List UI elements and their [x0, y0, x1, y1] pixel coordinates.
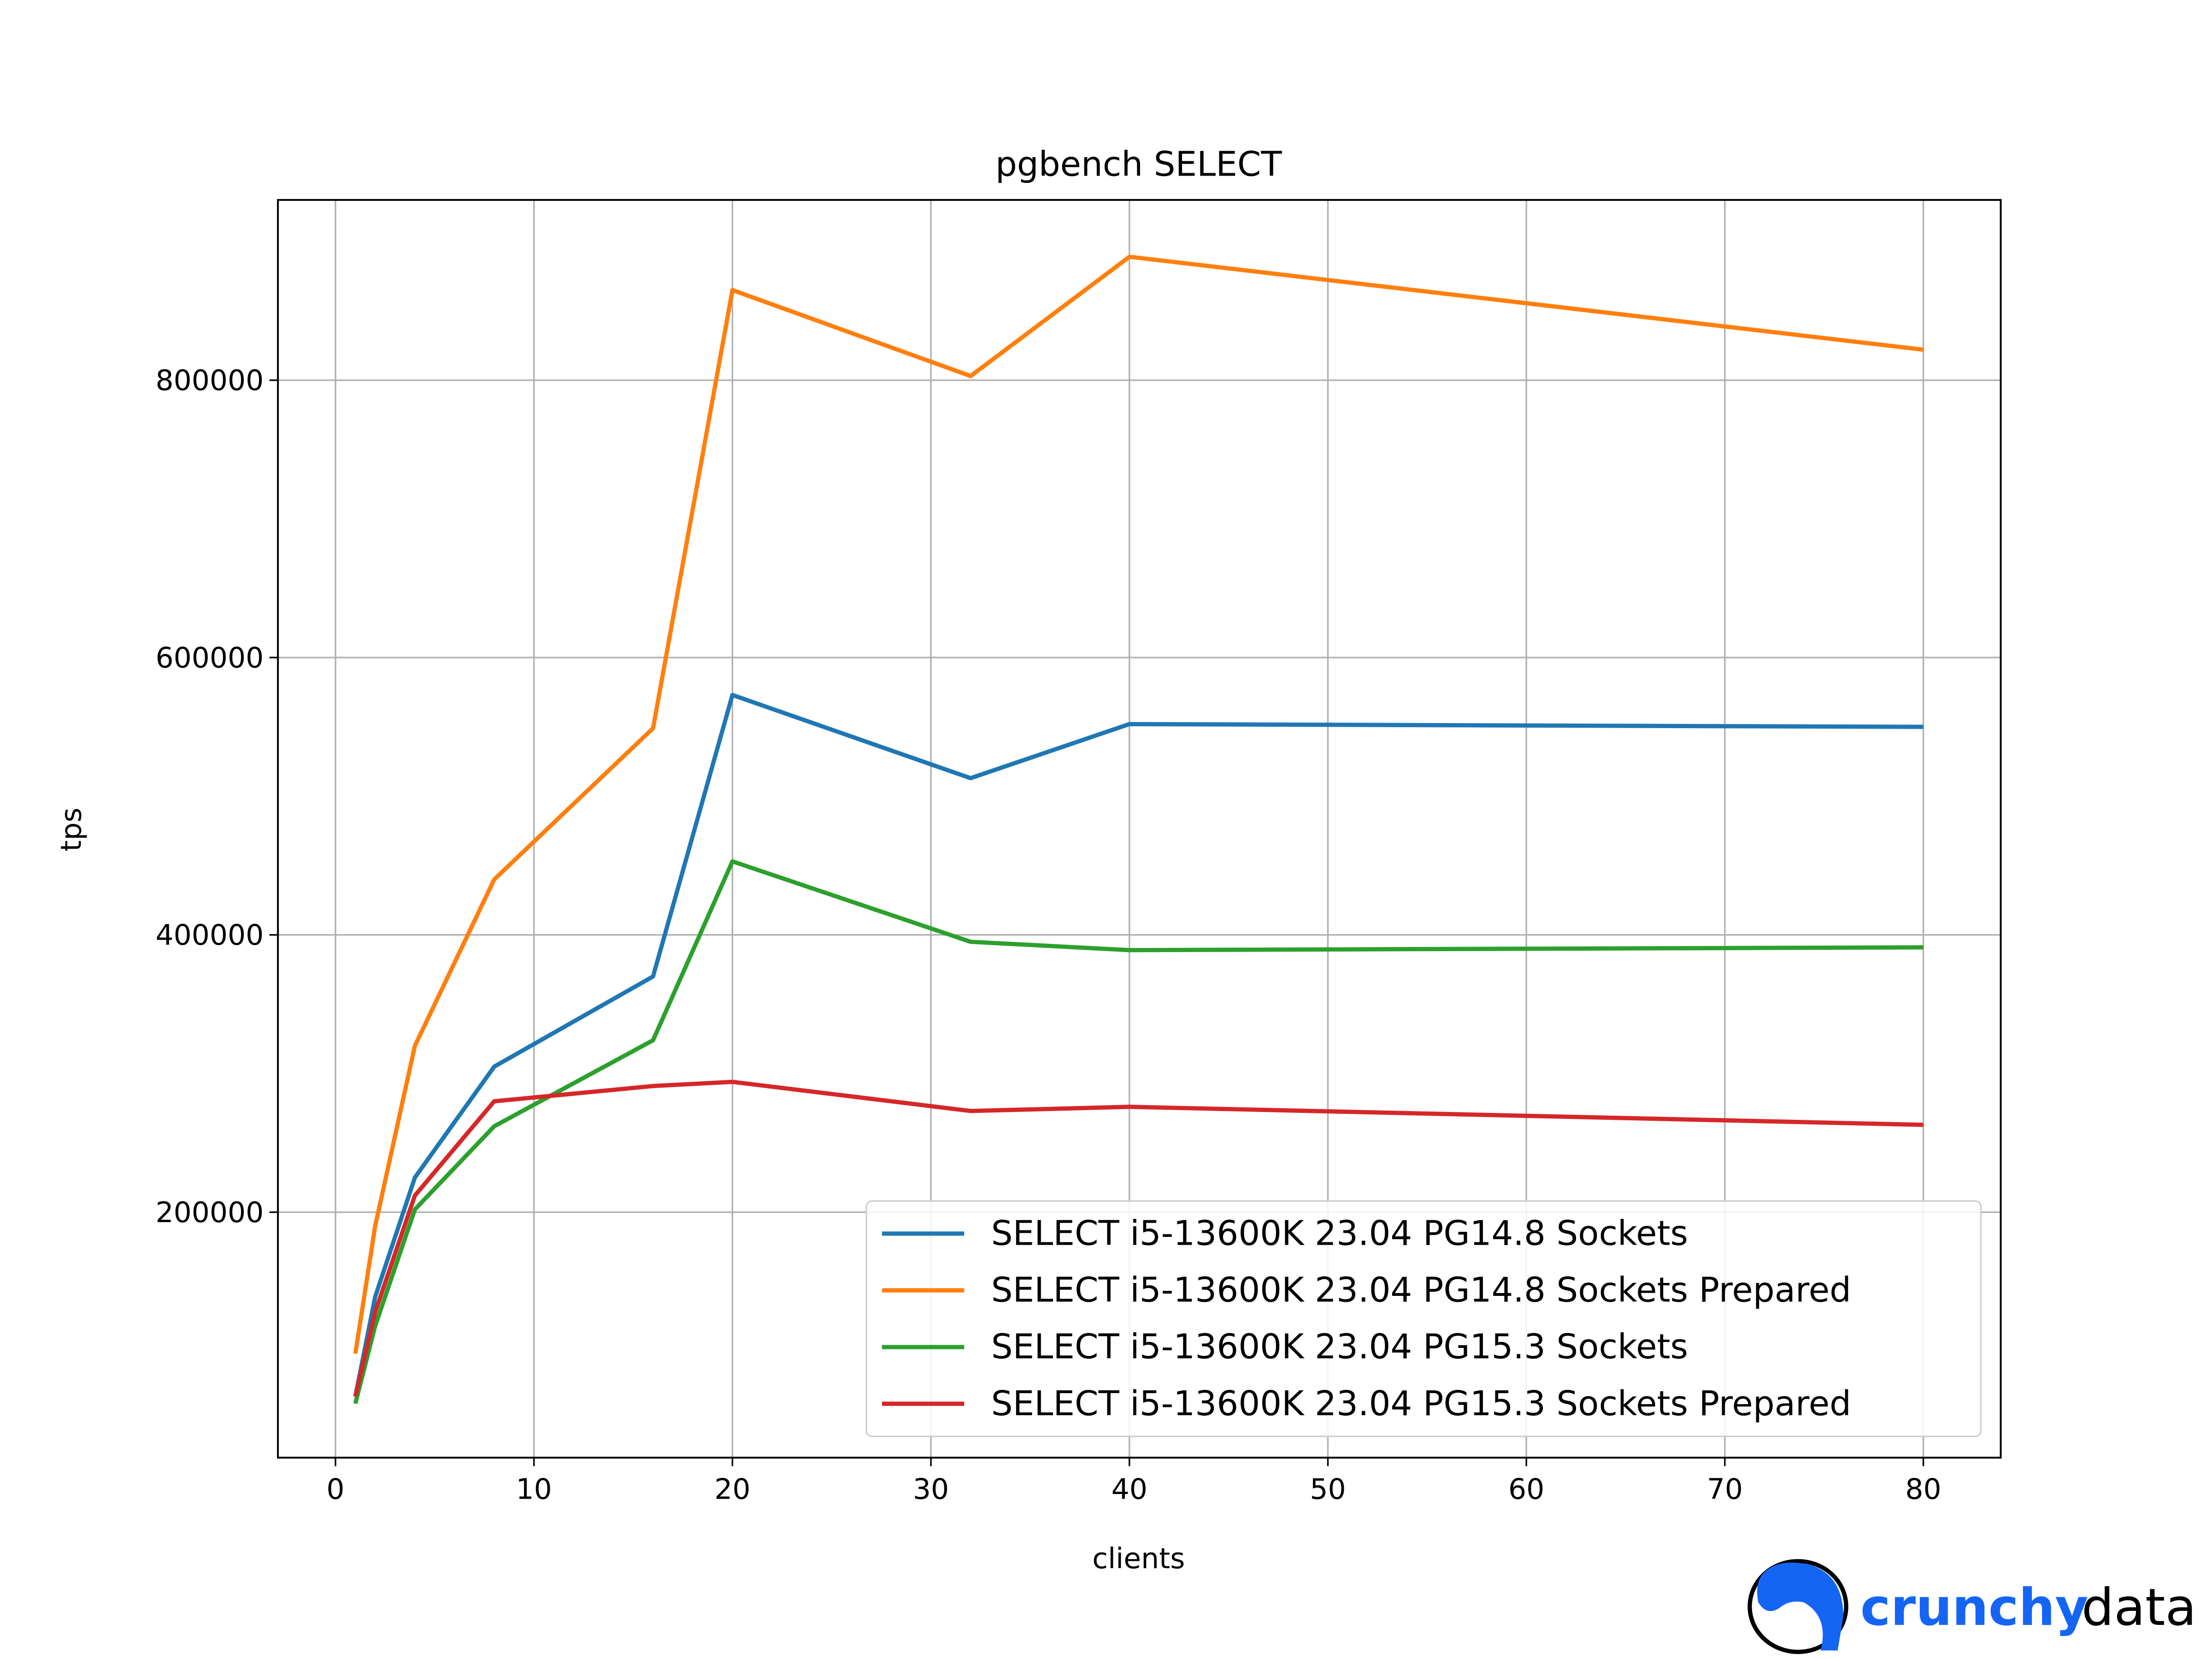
chart-title: pgbench SELECT	[995, 145, 1282, 184]
axis-ticks: 0 10 20 30 40 50 60 70 80 200000 400000 600000 80000…	[155, 364, 1941, 1506]
y-tick-label: 600000	[155, 641, 264, 674]
x-tick-label: 80	[1905, 1472, 1941, 1506]
legend-label-2: SELECT i5-13600K 23.04 PG14.8 Sockets Pr…	[991, 1271, 1851, 1310]
legend: SELECT i5-13600K 23.04 PG14.8 Sockets SEL…	[865, 1200, 1982, 1437]
series-line-2	[353, 254, 1924, 1354]
x-tick-label: 20	[714, 1472, 750, 1506]
x-tick-label: 50	[1310, 1472, 1346, 1506]
y-tick-label: 400000	[155, 918, 264, 952]
series-line-4	[353, 1080, 1924, 1397]
legend-label-1: SELECT i5-13600K 23.04 PG14.8 Sockets	[991, 1214, 1688, 1253]
x-axis-label: clients	[1092, 1542, 1185, 1575]
x-tick-label: 0	[326, 1472, 344, 1506]
y-axis-label: tps	[54, 807, 88, 851]
x-tick-label: 30	[913, 1472, 949, 1506]
series-line-3	[353, 859, 1924, 1404]
y-tick-label: 800000	[155, 364, 264, 397]
series-lines	[353, 254, 1924, 1404]
logo-word-crunchy: crunchy	[1860, 1578, 2088, 1637]
x-tick-label: 70	[1707, 1472, 1743, 1506]
plot-frame	[277, 199, 2002, 1459]
x-tick-label: 60	[1508, 1472, 1544, 1506]
crunchy-data-logo: crunchy data	[1747, 1559, 2196, 1654]
series-line-1	[353, 693, 1924, 1397]
legend-label-3: SELECT i5-13600K 23.04 PG15.3 Sockets	[991, 1327, 1688, 1367]
y-tick-label: 200000	[155, 1196, 264, 1229]
legend-box	[865, 1200, 1982, 1437]
x-tick-label: 40	[1112, 1472, 1147, 1506]
logo-word-data: data	[2082, 1578, 2196, 1637]
x-tick-label: 10	[516, 1472, 552, 1506]
legend-label-4: SELECT i5-13600K 23.04 PG15.3 Sockets Pr…	[991, 1384, 1851, 1424]
